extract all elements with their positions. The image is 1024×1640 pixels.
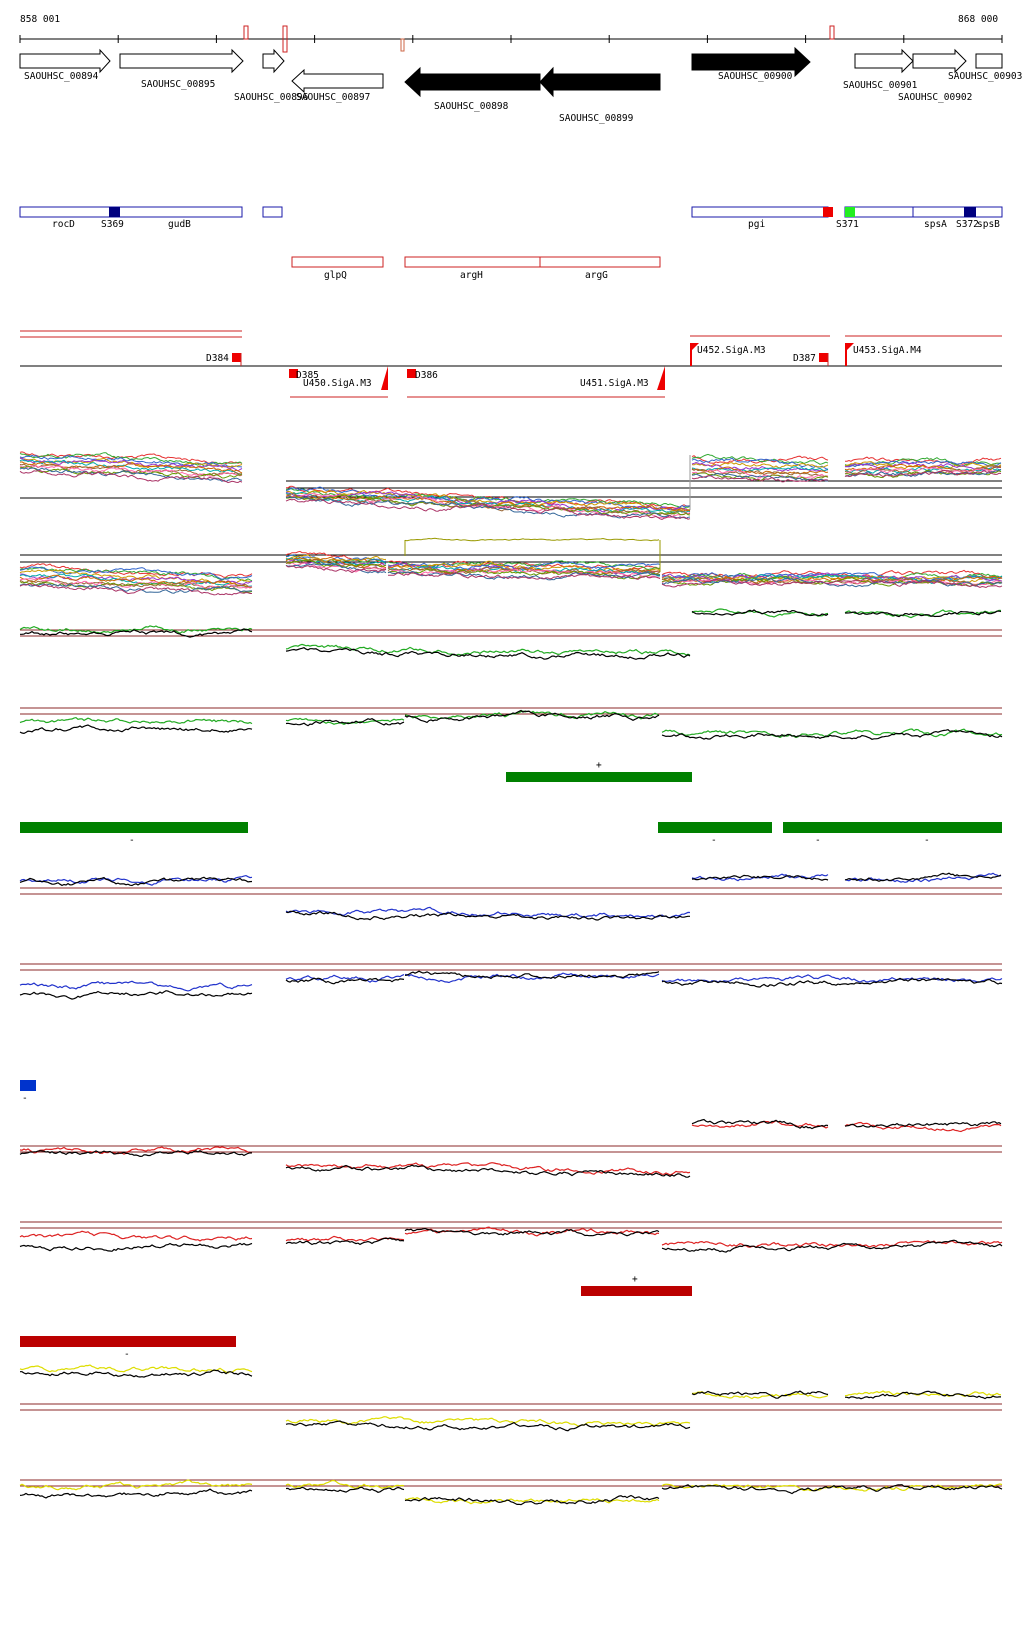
operon-label: S372 <box>956 219 979 230</box>
segment-strand-label: - <box>129 835 135 846</box>
operon-label: rocD <box>52 219 75 230</box>
segment-strand-label: + <box>596 760 602 771</box>
operon-label: spsA <box>924 219 947 230</box>
gene-label: SAOUHSC_00903 <box>948 71 1022 82</box>
segment-track-green: + - - - - <box>20 760 1002 846</box>
expression-panel-blue-plus <box>19 872 1002 921</box>
operon-track-blue: rocD S369 gudB pgi S371 spsA S372 spsB <box>19 206 1003 230</box>
gene-label: SAOUHSC_00894 <box>24 71 99 82</box>
gene-label: SAOUHSC_00900 <box>718 71 793 82</box>
terminator-label: D384 <box>206 353 229 364</box>
expression-panel-green-minus <box>19 707 1003 740</box>
terminator-label: D385 <box>296 370 319 381</box>
promoter-label: U450.SigA.M3 <box>303 378 372 389</box>
operon-label: gudB <box>168 219 191 230</box>
operon-track-red: glpQ argH argG <box>291 256 661 281</box>
gene-label: SAOUHSC_00897 <box>296 92 370 103</box>
operon-label: argH <box>460 270 483 281</box>
terminator-label: D386 <box>415 370 438 381</box>
operon-label: pgi <box>748 219 765 230</box>
segment-strand-label: - <box>924 835 930 846</box>
coord-end: 868 000 <box>958 14 998 25</box>
gene-label: SAOUHSC_00899 <box>559 113 634 124</box>
operon-label: spsB <box>977 219 1000 230</box>
promoter-track: D384 D385 D386 D387 U450.SigA.M3 U451.Si… <box>20 330 1002 398</box>
gene-label: SAOUHSC_00896 <box>234 92 309 103</box>
expression-panel-blue-minus <box>19 963 1003 1000</box>
gene-label: SAOUHSC_00901 <box>843 80 918 91</box>
segment-strand-label: - <box>711 835 717 846</box>
segment-strand-label: - <box>22 1093 28 1104</box>
promoter-label: U451.SigA.M3 <box>580 378 649 389</box>
operon-label: argG <box>585 270 608 281</box>
expression-panel-red-minus <box>19 1221 1003 1253</box>
segment-strand-label: + <box>632 1274 638 1285</box>
expression-panel-yellow-minus <box>19 1479 1003 1506</box>
promoter-label: U452.SigA.M3 <box>697 345 766 356</box>
gene-label: SAOUHSC_00895 <box>141 79 215 90</box>
segment-track-red: + - <box>20 1274 692 1360</box>
segment-track-blue: - <box>20 1080 36 1104</box>
operon-label: glpQ <box>324 270 347 281</box>
expression-panel-red-plus <box>19 1118 1002 1178</box>
expression-panel-multicolor-minus <box>19 537 1003 596</box>
promoter-label: U453.SigA.M4 <box>853 345 922 356</box>
segment-strand-label: - <box>124 1349 130 1360</box>
terminator-label: D387 <box>793 353 816 364</box>
coord-start: 858 001 <box>20 14 60 25</box>
coordinate-axis: 858 001 868 000 <box>19 14 1003 53</box>
expression-panel-multicolor-plus <box>19 451 1002 521</box>
segment-strand-label: - <box>815 835 821 846</box>
expression-panel-yellow-plus <box>19 1364 1002 1432</box>
gene-label: SAOUHSC_00898 <box>434 101 509 112</box>
gene-track: SAOUHSC_00894 SAOUHSC_00895 SAOUHSC_0089… <box>19 46 1022 124</box>
operon-label: S371 <box>836 219 859 230</box>
gene-label: SAOUHSC_00902 <box>898 92 972 103</box>
expression-panel-green-plus <box>19 608 1002 660</box>
operon-label: S369 <box>101 219 124 230</box>
